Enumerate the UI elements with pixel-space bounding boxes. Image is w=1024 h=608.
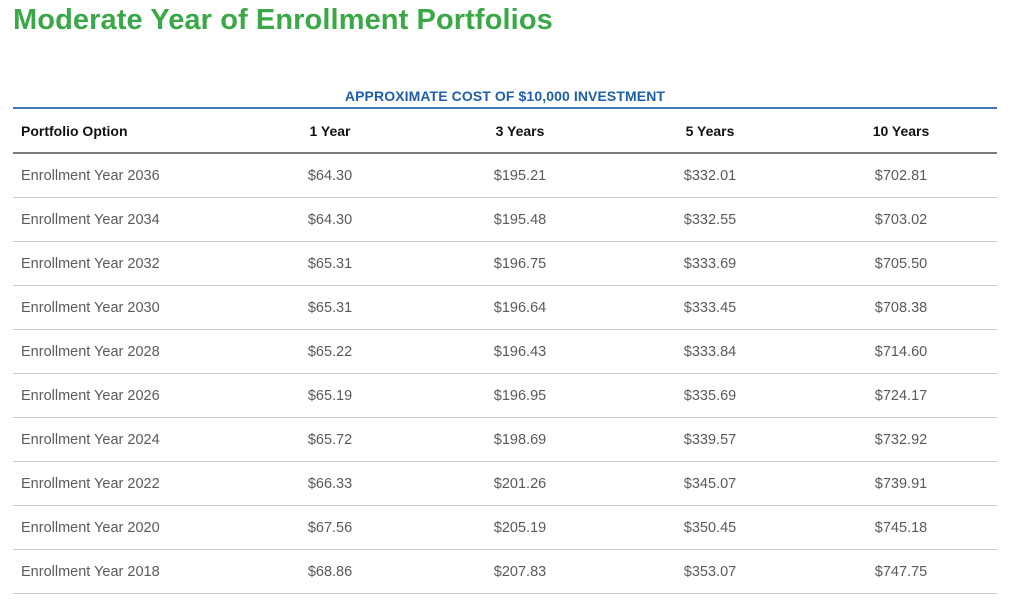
cell-10-years: $714.60 [805, 329, 997, 374]
cell-1-year: $64.30 [235, 197, 425, 242]
cell-10-years: $724.17 [805, 373, 997, 418]
table-row: Enrollment Year 2032 $65.31 $196.75 $333… [13, 241, 997, 286]
cell-1-year: $65.22 [235, 329, 425, 374]
cell-5-years: $333.84 [615, 329, 805, 374]
cell-10-years: $732.92 [805, 417, 997, 462]
cell-portfolio-option: Enrollment Year 2020 [13, 505, 235, 550]
table-body: Enrollment Year 2036 $64.30 $195.21 $332… [13, 153, 997, 594]
table-header: Portfolio Option 1 Year 3 Years 5 Years … [13, 109, 997, 154]
cell-5-years: $335.69 [615, 373, 805, 418]
cell-5-years: $353.07 [615, 549, 805, 594]
cell-portfolio-option: Enrollment Year 2034 [13, 197, 235, 242]
cell-3-years: $195.48 [425, 197, 615, 242]
table-row: Enrollment Year 2022 $66.33 $201.26 $345… [13, 461, 997, 506]
header-row: Portfolio Option 1 Year 3 Years 5 Years … [13, 109, 997, 154]
table-caption: APPROXIMATE COST OF $10,000 INVESTMENT [344, 88, 666, 104]
cell-10-years: $745.18 [805, 505, 997, 550]
cell-10-years: $708.38 [805, 285, 997, 330]
cost-table: Portfolio Option 1 Year 3 Years 5 Years … [13, 109, 997, 594]
cell-10-years: $703.02 [805, 197, 997, 242]
cell-5-years: $333.69 [615, 241, 805, 286]
header-1-year: 1 Year [235, 109, 425, 154]
cell-5-years: $332.01 [615, 153, 805, 198]
cell-portfolio-option: Enrollment Year 2026 [13, 373, 235, 418]
table-row: Enrollment Year 2030 $65.31 $196.64 $333… [13, 285, 997, 330]
cell-3-years: $195.21 [425, 153, 615, 198]
cell-portfolio-option: Enrollment Year 2024 [13, 417, 235, 462]
header-5-years: 5 Years [615, 109, 805, 154]
cell-10-years: $705.50 [805, 241, 997, 286]
cell-1-year: $66.33 [235, 461, 425, 506]
table-row: Enrollment Year 2018 $68.86 $207.83 $353… [13, 549, 997, 594]
table-row: Enrollment Year 2034 $64.30 $195.48 $332… [13, 197, 997, 242]
table-row: Enrollment Year 2024 $65.72 $198.69 $339… [13, 417, 997, 462]
cell-portfolio-option: Enrollment Year 2032 [13, 241, 235, 286]
cell-3-years: $196.95 [425, 373, 615, 418]
cell-portfolio-option: Enrollment Year 2036 [13, 153, 235, 198]
header-3-years: 3 Years [425, 109, 615, 154]
cell-portfolio-option: Enrollment Year 2030 [13, 285, 235, 330]
cell-5-years: $350.45 [615, 505, 805, 550]
cell-1-year: $65.31 [235, 241, 425, 286]
cell-3-years: $205.19 [425, 505, 615, 550]
cell-1-year: $65.31 [235, 285, 425, 330]
cell-3-years: $198.69 [425, 417, 615, 462]
cell-5-years: $332.55 [615, 197, 805, 242]
cell-3-years: $196.43 [425, 329, 615, 374]
cell-10-years: $747.75 [805, 549, 997, 594]
header-10-years: 10 Years [805, 109, 997, 154]
cell-portfolio-option: Enrollment Year 2028 [13, 329, 235, 374]
page-title: Moderate Year of Enrollment Portfolios [13, 4, 553, 36]
table-row: Enrollment Year 2020 $67.56 $205.19 $350… [13, 505, 997, 550]
cell-portfolio-option: Enrollment Year 2022 [13, 461, 235, 506]
table-row: Enrollment Year 2036 $64.30 $195.21 $332… [13, 153, 997, 198]
cell-3-years: $201.26 [425, 461, 615, 506]
cell-1-year: $65.72 [235, 417, 425, 462]
cell-3-years: $207.83 [425, 549, 615, 594]
table-row: Enrollment Year 2026 $65.19 $196.95 $335… [13, 373, 997, 418]
header-portfolio-option: Portfolio Option [13, 109, 235, 154]
cell-1-year: $67.56 [235, 505, 425, 550]
cell-5-years: $333.45 [615, 285, 805, 330]
cell-1-year: $68.86 [235, 549, 425, 594]
cell-3-years: $196.75 [425, 241, 615, 286]
cell-portfolio-option: Enrollment Year 2018 [13, 549, 235, 594]
cell-10-years: $739.91 [805, 461, 997, 506]
table-row: Enrollment Year 2028 $65.22 $196.43 $333… [13, 329, 997, 374]
cell-1-year: $65.19 [235, 373, 425, 418]
caption-divider [13, 107, 997, 109]
cell-1-year: $64.30 [235, 153, 425, 198]
cell-10-years: $702.81 [805, 153, 997, 198]
cell-3-years: $196.64 [425, 285, 615, 330]
cell-5-years: $339.57 [615, 417, 805, 462]
cell-5-years: $345.07 [615, 461, 805, 506]
